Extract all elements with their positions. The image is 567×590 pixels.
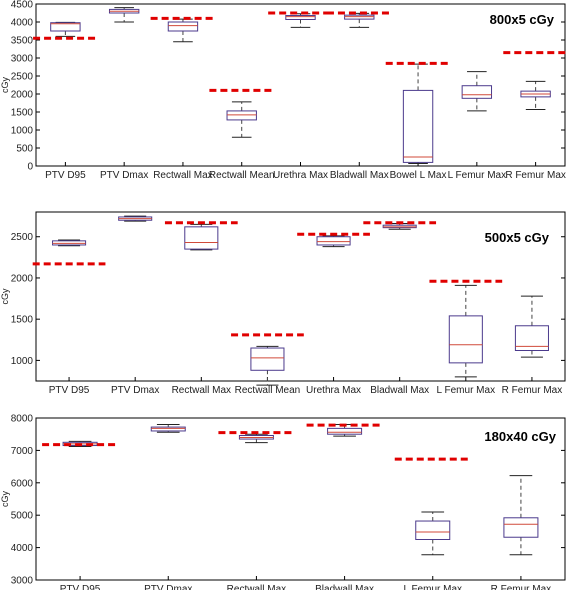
y-tick-label: 3000 [11,576,34,587]
x-tick-label: Bladwall Max [315,584,374,590]
x-tick-label: R Femur Max [502,385,563,396]
chart-title: 800x5 cGy [490,12,555,27]
x-tick-label: R Femur Max [505,170,566,181]
x-tick-label: PTV D95 [45,170,86,181]
x-tick-label: L Femur Max [403,584,462,590]
x-tick-label: Rectwall Mean [235,385,301,396]
y-tick-label: 3500 [11,36,34,47]
y-tick-label: 1500 [11,108,34,119]
plot-frame [35,3,566,167]
box-iqr [503,517,539,538]
x-tick-label: PTV D95 [60,584,101,590]
x-tick-label: L Femur Max [448,170,507,181]
box-chart-500x5: 1000 1500 2000 2500 cGy PTV D95 PTV Dmax Rectwa… [0,211,566,396]
x-tick-label: Bladwall Max [370,385,429,396]
x-tick-label: PTV D95 [49,385,90,396]
y-tick-label: 0 [27,162,33,173]
box-iqr [50,22,81,32]
chart-title: 180x40 cGy [484,429,556,444]
y-tick-label: 5000 [11,511,34,522]
box-iqr [316,236,351,246]
plot-frame [35,417,566,581]
box-iqr [327,427,363,435]
x-tick-label: PTV Dmax [144,584,192,590]
box-iqr [150,426,186,432]
box-iqr [448,315,483,364]
y-tick-label: 1500 [11,315,34,326]
box-iqr [415,520,451,540]
y-tick-label: 6000 [11,478,34,489]
x-tick-label: PTV Dmax [100,170,148,181]
box-iqr [344,14,375,20]
x-tick-label: Rectwall Max [172,385,231,396]
box-iqr [250,347,285,371]
y-tick-label: 2000 [11,90,34,101]
box-iqr [402,89,434,163]
chart-title: 500x5 cGy [485,230,550,245]
x-tick-label: Bowel L Max [390,170,447,181]
x-tick-label: Bladwall Max [330,170,389,181]
box-iqr [461,85,493,99]
y-tick-label: 4000 [11,543,34,554]
x-tick-label: Rectwall Max [153,170,212,181]
box-iqr [184,226,219,250]
y-tick-label: 1000 [11,356,34,367]
box-chart-180x40: 3000 4000 5000 6000 7000 8000 cGy PTV D95 PTV Dm… [0,414,566,590]
box-iqr [226,110,257,121]
y-axis-label: cGy [0,288,10,305]
x-tick-label: Urethra Max [273,170,328,181]
x-tick-label: Rectwall Max [227,584,286,590]
x-tick-label: PTV Dmax [111,385,159,396]
y-tick-label: 2500 [11,232,34,243]
x-tick-label: Rectwall Mean [209,170,275,181]
y-tick-label: 1000 [11,126,34,137]
box-iqr [167,21,199,32]
box-iqr [285,15,316,20]
y-axis-label: cGy [0,77,10,94]
y-tick-label: 3000 [11,54,34,65]
x-tick-label: R Femur Max [491,584,552,590]
box-chart-800x5: 0 500 1000 1500 2000 2500 3000 3500 4000 4500 cGy P… [0,0,567,181]
x-tick-label: L Femur Max [437,385,496,396]
y-tick-label: 2000 [11,273,34,284]
y-tick-label: 8000 [11,414,34,425]
y-tick-label: 7000 [11,446,34,457]
y-tick-label: 2500 [11,72,34,83]
x-tick-label: Urethra Max [306,385,361,396]
y-tick-label: 500 [16,144,33,155]
y-axis-label: cGy [0,491,10,508]
y-tick-label: 4500 [11,0,34,11]
y-tick-label: 4000 [11,18,34,29]
